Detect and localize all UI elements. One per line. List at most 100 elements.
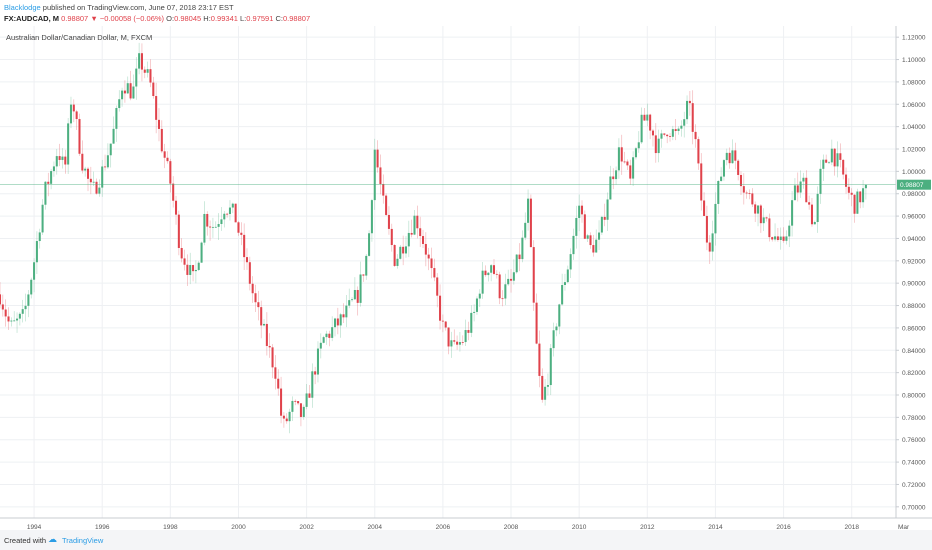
candle-body	[532, 247, 535, 303]
price-axis[interactable]: 1.12000 1.10000 1.08000 1.06000 1.04000 1.020…	[896, 35, 926, 512]
candle-body	[484, 270, 487, 276]
candle-body	[265, 323, 268, 346]
candle-body	[487, 272, 490, 276]
price-tick-label: 0.78000	[902, 415, 926, 422]
candle-body	[305, 393, 308, 407]
candle-body	[569, 254, 572, 270]
candle-body	[206, 213, 209, 227]
candle-body	[27, 294, 30, 306]
candle-body	[18, 313, 21, 319]
price-tick-label: 0.70000	[902, 504, 926, 511]
candle-body	[739, 174, 743, 187]
candle-body	[370, 200, 373, 234]
candle-body	[47, 181, 50, 184]
candle-body	[345, 305, 348, 318]
candle-body	[845, 174, 848, 187]
candle-body	[365, 255, 368, 276]
candle-body	[481, 270, 484, 294]
price-chart[interactable]: Australian Dollar/Canadian Dollar, M, FX…	[0, 26, 932, 530]
candle-body	[450, 340, 453, 347]
candle-body	[55, 156, 58, 167]
candle-body	[89, 178, 92, 183]
candle-body	[336, 318, 339, 326]
candle-body	[13, 320, 16, 322]
candle-body	[192, 265, 195, 272]
candle-body	[217, 224, 220, 227]
candle-body	[169, 161, 172, 184]
candle-body	[490, 265, 493, 273]
candle-body	[566, 269, 569, 283]
candle-body	[660, 133, 663, 139]
candle-body	[620, 147, 623, 162]
tradingview-link[interactable]: TradingView	[62, 536, 104, 545]
candle-body	[174, 200, 178, 215]
candle-body	[771, 237, 774, 240]
close-value: 0.98807	[283, 14, 311, 23]
candle-body	[654, 135, 657, 154]
candle-body	[64, 156, 67, 165]
publish-info: Blacklodge published on TradingView.com,…	[4, 3, 234, 12]
candle-body	[598, 232, 601, 240]
candle-body	[595, 239, 598, 253]
candle-body	[501, 298, 504, 300]
candle-body	[353, 289, 356, 300]
candle-body	[322, 337, 325, 343]
candle-body	[796, 185, 799, 193]
candle-body	[762, 217, 765, 224]
candle-body	[711, 233, 714, 252]
candle-body	[839, 153, 842, 160]
candle-body	[115, 108, 118, 129]
candle-body	[779, 236, 782, 241]
candle-body	[424, 243, 427, 255]
low-label: L:	[240, 14, 247, 23]
candle-body	[342, 314, 345, 318]
candle-body	[243, 234, 246, 258]
candle-body	[333, 318, 337, 328]
candle-body	[782, 236, 785, 241]
candle-body	[373, 149, 376, 201]
candle-body	[30, 279, 33, 295]
candle-body	[765, 217, 768, 219]
candle-body	[155, 96, 158, 120]
candle-body	[280, 388, 283, 416]
candle-body	[495, 273, 498, 275]
candle-body	[822, 159, 825, 169]
candle-body	[52, 166, 55, 172]
candle-body	[436, 277, 439, 296]
candle-body	[421, 236, 425, 244]
candle-body	[703, 200, 706, 216]
candle-body	[328, 333, 331, 338]
candle-body	[356, 289, 359, 303]
candle-body	[546, 385, 549, 387]
price-tick-label: 0.90000	[902, 281, 926, 288]
candle-body	[10, 320, 13, 322]
candle-body	[297, 401, 300, 404]
candle-body	[563, 282, 566, 285]
close-label: C:	[275, 14, 284, 23]
candle-body	[308, 393, 311, 398]
price-tick-label: 0.92000	[902, 258, 926, 265]
candle-body	[413, 215, 416, 235]
author-link[interactable]: Blacklodge	[4, 3, 41, 12]
candle-body	[359, 274, 362, 303]
candle-body	[808, 202, 811, 205]
candle-body	[248, 262, 251, 284]
candle-body	[223, 213, 226, 220]
candle-body	[393, 245, 396, 266]
tradingview-cloud-icon[interactable]: ☁	[48, 534, 57, 544]
candle-body	[447, 327, 450, 347]
candle-body	[106, 155, 109, 168]
candle-body	[92, 181, 95, 183]
candle-body	[842, 159, 845, 175]
time-axis[interactable]: 1994 1996 1998 2000 2002 2004 2006 2008 2010 2012…	[27, 524, 910, 530]
candle-body	[819, 168, 822, 194]
candle-body	[33, 262, 36, 280]
candle-body	[180, 247, 183, 259]
candle-body	[518, 254, 521, 260]
candle-body	[183, 258, 186, 265]
time-tick-label: 1994	[27, 524, 42, 530]
candle-body	[84, 168, 87, 171]
candle-body	[339, 314, 342, 326]
candle-body	[257, 302, 260, 308]
candle-body	[288, 411, 291, 422]
